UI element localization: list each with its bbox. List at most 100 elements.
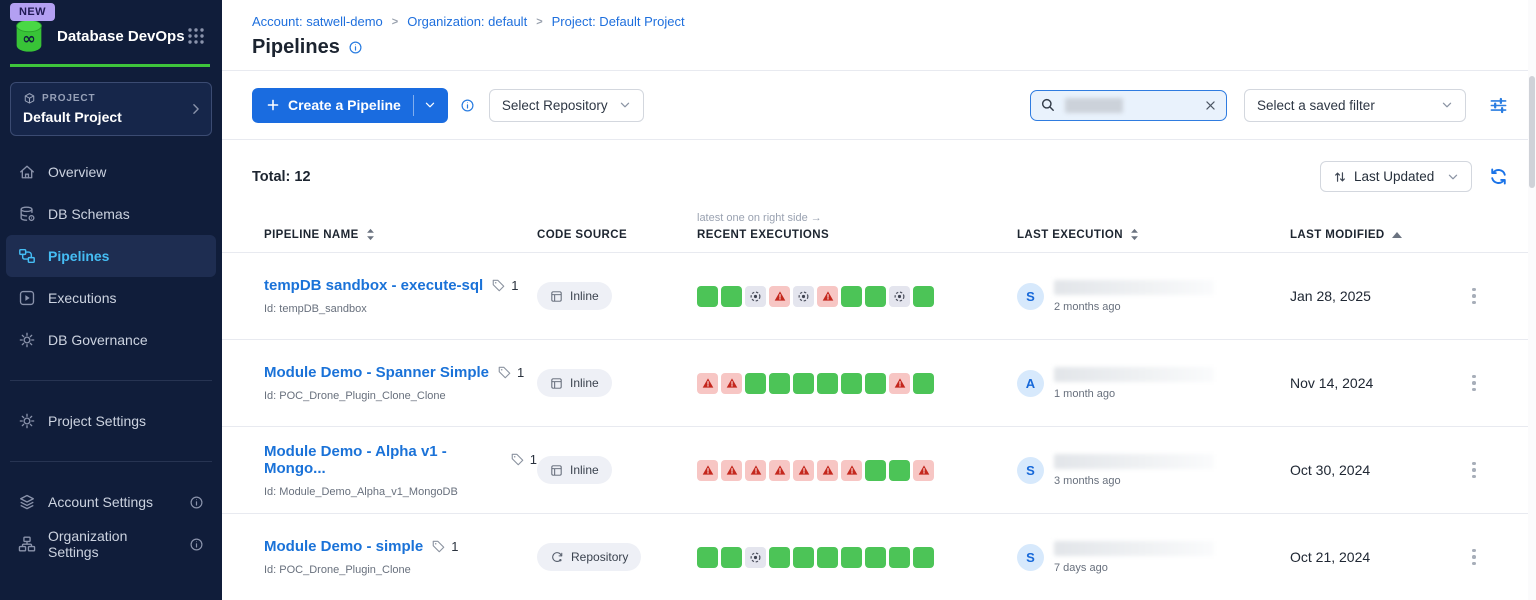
execution-warning[interactable] (721, 459, 742, 481)
clear-search-icon[interactable] (1204, 99, 1217, 112)
execution-success[interactable] (913, 372, 934, 394)
column-header-last-execution[interactable]: LAST EXECUTION (1017, 228, 1290, 241)
sidebar-item-executions[interactable]: Executions (6, 277, 216, 319)
execution-success[interactable] (769, 372, 790, 394)
sidebar-item-db-schemas[interactable]: DB Schemas (6, 193, 216, 235)
execution-skipped[interactable] (745, 546, 766, 568)
column-header-pipeline-name[interactable]: PIPELINE NAME (264, 228, 537, 241)
breadcrumb-separator: > (536, 15, 543, 28)
execution-warning[interactable] (697, 372, 718, 394)
execution-success[interactable] (793, 372, 814, 394)
gear-icon (18, 331, 36, 349)
sidebar-item-project-settings[interactable]: Project Settings (6, 400, 216, 442)
execution-warning[interactable] (841, 459, 862, 481)
app-grid-icon[interactable] (186, 26, 206, 46)
pipeline-id: Id: POC_Drone_Plugin_Clone (264, 564, 411, 576)
sidebar-item-label: Pipelines (48, 248, 110, 264)
sidebar-item-pipelines[interactable]: Pipelines (6, 235, 216, 277)
caret-up-down-icon[interactable] (1130, 228, 1139, 241)
sidebar-item-account-settings[interactable]: Account Settings (6, 481, 216, 523)
pipeline-name-link[interactable]: Module Demo - Spanner Simple (264, 364, 490, 381)
execution-warning[interactable] (889, 372, 910, 394)
execution-warning[interactable] (721, 372, 742, 394)
sidebar-divider (10, 380, 212, 381)
execution-success[interactable] (889, 546, 910, 568)
execution-success[interactable] (841, 285, 862, 307)
execution-warning[interactable] (817, 285, 838, 307)
execution-warning[interactable] (745, 459, 766, 481)
execution-success[interactable] (865, 285, 886, 307)
execution-warning[interactable] (817, 459, 838, 481)
execution-success[interactable] (865, 546, 886, 568)
execution-success[interactable] (745, 372, 766, 394)
breadcrumb-link[interactable]: Account: satwell-demo (252, 14, 383, 29)
info-icon[interactable] (189, 537, 204, 552)
redacted-user-name (1054, 540, 1214, 556)
app-title: Database DevOps (57, 27, 185, 45)
tag-count: 1 (529, 452, 537, 467)
saved-filter-select[interactable]: Select a saved filter (1244, 88, 1466, 122)
project-selector[interactable]: PROJECT Default Project (10, 82, 212, 136)
execution-success[interactable] (697, 285, 718, 307)
sidebar-item-overview[interactable]: Overview (6, 151, 216, 193)
tag-icon (510, 452, 525, 467)
execution-success[interactable] (721, 546, 742, 568)
scrollbar-thumb[interactable] (1529, 76, 1535, 188)
execution-success[interactable] (913, 285, 934, 307)
chevron-down-icon[interactable] (424, 99, 436, 111)
row-menu-button[interactable] (1467, 282, 1481, 311)
code-source-label: Inline (570, 463, 599, 477)
execution-success[interactable] (697, 546, 718, 568)
row-menu-button[interactable] (1467, 456, 1481, 485)
info-icon[interactable] (189, 495, 204, 510)
breadcrumb-link[interactable]: Organization: default (407, 14, 528, 29)
execution-success[interactable] (889, 459, 910, 481)
create-pipeline-button[interactable]: Create a Pipeline (252, 87, 448, 123)
execution-success[interactable] (865, 459, 886, 481)
pipeline-name-link[interactable]: Module Demo - simple (264, 538, 424, 555)
sidebar-item-organization-settings[interactable]: Organization Settings (6, 523, 216, 565)
tag-icon (497, 365, 512, 380)
sidebar-item-db-governance[interactable]: DB Governance (6, 319, 216, 361)
layers-icon (18, 493, 36, 511)
code-source-badge: Inline (537, 282, 612, 310)
pipeline-name-link[interactable]: Module Demo - Alpha v1 - Mongo... (264, 442, 447, 477)
info-icon[interactable] (348, 40, 363, 55)
execution-skipped[interactable] (793, 285, 814, 307)
execution-warning[interactable] (697, 459, 718, 481)
row-menu-button[interactable] (1467, 543, 1481, 572)
sort-select[interactable]: Last Updated (1320, 161, 1472, 192)
chevron-down-icon (1447, 171, 1459, 183)
repository-select[interactable]: Select Repository (488, 88, 644, 122)
execution-success[interactable] (865, 372, 886, 394)
execution-success[interactable] (817, 372, 838, 394)
search-input[interactable] (1030, 89, 1227, 121)
info-icon[interactable] (460, 98, 475, 113)
execution-success[interactable] (841, 546, 862, 568)
filter-settings-icon[interactable] (1489, 96, 1508, 115)
execution-success[interactable] (817, 546, 838, 568)
execution-warning[interactable] (913, 459, 934, 481)
sidebar-item-label: Project Settings (48, 413, 147, 429)
execution-success[interactable] (769, 546, 790, 568)
execution-skipped[interactable] (745, 285, 766, 307)
column-header-last-modified[interactable]: LAST MODIFIED (1290, 229, 1467, 241)
breadcrumb-link[interactable]: Project: Default Project (551, 14, 685, 29)
execution-warning[interactable] (793, 459, 814, 481)
execution-warning[interactable] (769, 459, 790, 481)
execution-skipped[interactable] (889, 285, 910, 307)
inline-source-icon (550, 464, 563, 477)
execution-warning[interactable] (769, 285, 790, 307)
execution-success[interactable] (793, 546, 814, 568)
row-menu-button[interactable] (1467, 369, 1481, 398)
svg-text:∞: ∞ (22, 29, 35, 48)
execution-success[interactable] (913, 546, 934, 568)
caret-up-down-icon[interactable] (366, 228, 375, 241)
refresh-icon[interactable] (1489, 167, 1508, 186)
pipeline-name-link[interactable]: tempDB sandbox - execute-sql (264, 277, 484, 294)
execution-success[interactable] (721, 285, 742, 307)
scrollbar[interactable] (1528, 0, 1536, 600)
caret-up-icon[interactable] (1391, 232, 1402, 238)
last-execution-ago: 1 month ago (1054, 387, 1116, 400)
execution-success[interactable] (841, 372, 862, 394)
